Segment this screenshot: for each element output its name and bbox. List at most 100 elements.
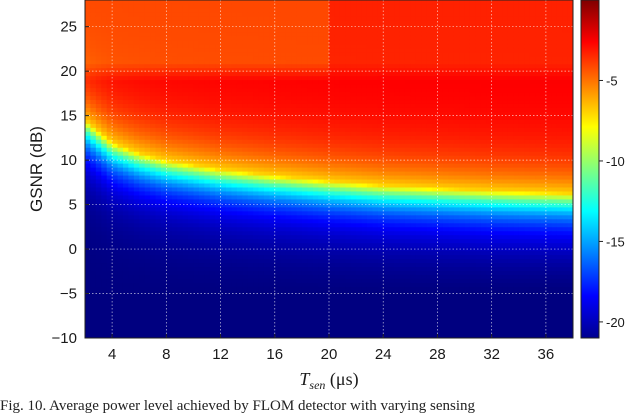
heatmap-cell <box>258 75 265 81</box>
heatmap-cell <box>366 83 373 89</box>
heatmap-cell <box>166 254 173 260</box>
heatmap-cell <box>301 174 308 180</box>
heatmap-cell <box>377 55 384 61</box>
heatmap-cell <box>301 286 308 291</box>
heatmap-cell <box>155 43 162 49</box>
heatmap-cell <box>301 151 308 156</box>
heatmap-cell <box>128 143 135 148</box>
heatmap-cell <box>155 174 162 180</box>
heatmap-cell <box>285 99 292 104</box>
heatmap-cell <box>204 123 211 128</box>
heatmap-cell <box>122 83 129 89</box>
heatmap-cell <box>204 51 211 57</box>
heatmap-cell <box>383 115 390 120</box>
heatmap-cell <box>296 334 303 338</box>
heatmap-cell <box>188 306 195 311</box>
heatmap-cell <box>334 302 341 307</box>
heatmap-cell <box>139 43 146 49</box>
heatmap-cell <box>139 326 146 331</box>
heatmap-cell <box>258 218 265 224</box>
heatmap-cell <box>133 15 140 21</box>
heatmap-cell <box>85 250 92 256</box>
heatmap-cell <box>177 127 184 132</box>
heatmap-cell <box>361 174 368 180</box>
heatmap-cell <box>193 278 200 283</box>
heatmap-cell <box>383 35 390 41</box>
heatmap-cell <box>318 206 325 212</box>
heatmap-cell <box>215 302 222 307</box>
heatmap-cell <box>90 210 97 216</box>
heatmap-cell <box>356 190 363 196</box>
heatmap-cell <box>318 103 325 108</box>
heatmap-cell <box>345 218 352 224</box>
heatmap-cell <box>122 59 129 65</box>
heatmap-cell <box>388 63 395 69</box>
heatmap-cell <box>188 163 195 168</box>
heatmap-cell <box>372 19 379 25</box>
heatmap-cell <box>312 278 319 283</box>
heatmap-cell <box>166 322 173 327</box>
heatmap-cell <box>291 198 298 204</box>
heatmap-cell <box>388 43 395 49</box>
heatmap-cell <box>377 31 384 37</box>
heatmap-cell <box>209 67 216 73</box>
heatmap-cell <box>90 250 97 256</box>
heatmap-cell <box>334 35 341 41</box>
heatmap-cell <box>225 31 232 37</box>
heatmap-cell <box>122 282 129 287</box>
heatmap-cell <box>160 210 167 216</box>
heatmap-cell <box>350 234 357 240</box>
heatmap-cell <box>285 147 292 152</box>
heatmap-cell <box>160 107 167 112</box>
heatmap-cell <box>318 99 325 104</box>
heatmap-cell <box>269 282 276 287</box>
heatmap-cell <box>182 27 189 33</box>
heatmap-cell <box>307 294 314 299</box>
heatmap-cell <box>188 143 195 148</box>
heatmap-cell <box>345 330 352 335</box>
heatmap-cell <box>350 186 357 192</box>
heatmap-cell <box>204 186 211 192</box>
heatmap-cell <box>285 79 292 85</box>
heatmap-cell <box>383 282 390 287</box>
heatmap-cell <box>329 15 336 21</box>
heatmap-cell <box>258 15 265 21</box>
heatmap-cell <box>193 318 200 323</box>
heatmap-cell <box>236 306 243 311</box>
heatmap-cell <box>128 47 135 53</box>
heatmap-cell <box>139 15 146 21</box>
heatmap-cell <box>383 59 390 65</box>
heatmap-cell <box>291 71 298 77</box>
heatmap-cell <box>122 238 129 244</box>
heatmap-cell <box>394 310 401 315</box>
heatmap-cell <box>274 27 281 33</box>
heatmap-cell <box>307 127 314 132</box>
heatmap-cell <box>372 155 379 160</box>
heatmap-cell <box>112 262 119 268</box>
heatmap-cell <box>225 27 232 33</box>
heatmap-cell <box>160 190 167 196</box>
heatmap-cell <box>291 19 298 25</box>
heatmap-cell <box>95 139 102 144</box>
heatmap-cell <box>220 71 227 77</box>
heatmap-cell <box>160 47 167 53</box>
heatmap-cell <box>301 170 308 176</box>
heatmap-cell <box>112 59 119 65</box>
heatmap-cell <box>106 115 113 120</box>
heatmap-cell <box>399 159 406 164</box>
heatmap-cell <box>155 334 162 338</box>
heatmap-cell <box>269 91 276 97</box>
heatmap-cell <box>150 178 157 184</box>
heatmap-cell <box>220 326 227 331</box>
heatmap-cell <box>215 294 222 299</box>
heatmap-cell <box>101 286 108 291</box>
heatmap-cell <box>144 290 151 295</box>
heatmap-cell <box>242 19 249 25</box>
heatmap-cell <box>329 326 336 331</box>
heatmap-cell <box>394 23 401 29</box>
heatmap-cell <box>133 139 140 144</box>
heatmap-cell <box>356 314 363 319</box>
heatmap-cell <box>160 214 167 220</box>
heatmap-cell <box>177 290 184 295</box>
heatmap-cell <box>312 318 319 323</box>
